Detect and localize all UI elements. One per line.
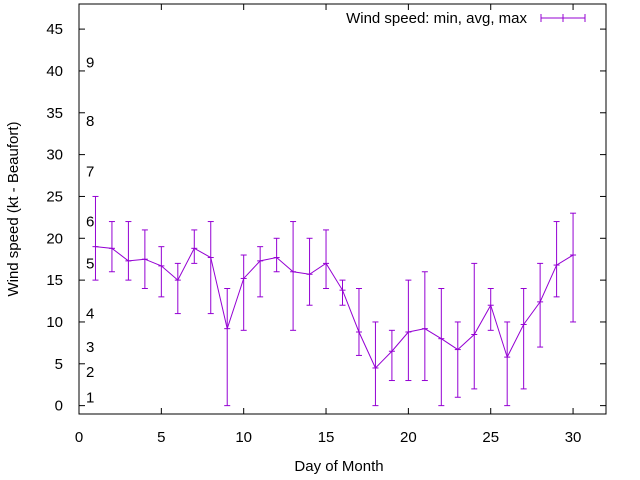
beaufort-label: 3 [86, 339, 94, 356]
x-tick-label: 25 [482, 429, 499, 446]
beaufort-label: 5 [86, 255, 94, 272]
y-tick-label: 20 [46, 230, 63, 247]
y-tick-label: 0 [55, 398, 63, 415]
beaufort-label: 9 [86, 55, 94, 72]
beaufort-label: 8 [86, 113, 94, 130]
x-tick-label: 5 [157, 429, 165, 446]
x-tick-label: 10 [235, 429, 252, 446]
y-tick-label: 15 [46, 272, 63, 289]
avg-series-points [92, 246, 577, 369]
y-tick-label: 45 [46, 21, 63, 38]
x-tick-label: 20 [400, 429, 417, 446]
legend-label: Wind speed: min, avg, max [346, 10, 527, 27]
avg-series-line [95, 246, 574, 369]
y-tick-label: 30 [46, 147, 63, 164]
beaufort-label: 4 [86, 306, 94, 323]
x-tick-label: 30 [565, 429, 582, 446]
error-bars [92, 195, 577, 407]
y-tick-label: 35 [46, 105, 63, 122]
y-tick-label: 5 [55, 356, 63, 373]
beaufort-label: 6 [86, 214, 94, 231]
plot-frame [78, 3, 607, 415]
y-tick-label: 25 [46, 188, 63, 205]
beaufort-label: 2 [86, 364, 94, 381]
x-tick-label: 0 [75, 429, 83, 446]
beaufort-label: 1 [86, 389, 94, 406]
legend: Wind speed: min, avg, max [346, 10, 586, 27]
x-axis-ticks: 0 5 10 15 20 25 30 [75, 4, 582, 446]
y-tick-label: 10 [46, 314, 63, 331]
y-tick-label: 40 [46, 63, 63, 80]
x-axis-label: Day of Month [294, 458, 383, 475]
beaufort-label: 7 [86, 163, 94, 180]
x-tick-label: 15 [318, 429, 335, 446]
y-axis-label: Wind speed (kt - Beaufort) [5, 121, 22, 296]
beaufort-scale-labels: 1 2 3 4 5 6 7 8 9 [86, 55, 94, 407]
